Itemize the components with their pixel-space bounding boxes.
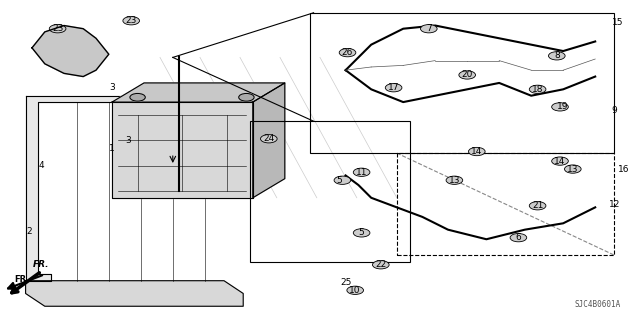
- Circle shape: [130, 93, 145, 101]
- Polygon shape: [32, 26, 109, 77]
- Text: 8: 8: [554, 51, 559, 60]
- Circle shape: [529, 85, 546, 93]
- Circle shape: [260, 135, 277, 143]
- Text: 17: 17: [388, 83, 399, 92]
- Circle shape: [446, 176, 463, 184]
- Circle shape: [353, 168, 370, 176]
- Text: 24: 24: [263, 134, 275, 143]
- Text: 11: 11: [356, 168, 367, 177]
- Circle shape: [468, 147, 485, 156]
- Circle shape: [510, 234, 527, 242]
- Text: 19: 19: [557, 102, 569, 111]
- Bar: [397, 153, 614, 255]
- Text: 1: 1: [109, 144, 115, 153]
- Circle shape: [564, 165, 581, 173]
- Text: 5: 5: [359, 228, 364, 237]
- Text: 16: 16: [618, 165, 630, 174]
- Text: FR.: FR.: [33, 260, 50, 269]
- Text: SJC4B0601A: SJC4B0601A: [575, 300, 621, 309]
- Polygon shape: [253, 83, 285, 198]
- Text: FR.: FR.: [15, 275, 30, 284]
- Circle shape: [459, 71, 476, 79]
- Polygon shape: [112, 102, 253, 198]
- Circle shape: [339, 48, 356, 57]
- Text: 10: 10: [349, 286, 361, 295]
- Text: 9: 9: [612, 106, 617, 115]
- Circle shape: [347, 286, 364, 294]
- Text: 23: 23: [125, 16, 137, 25]
- Text: 3: 3: [125, 136, 131, 145]
- Text: 5: 5: [337, 176, 342, 185]
- Text: 15: 15: [612, 18, 623, 27]
- Circle shape: [420, 25, 437, 33]
- Polygon shape: [26, 281, 243, 306]
- Text: 13: 13: [567, 165, 579, 174]
- Polygon shape: [112, 83, 285, 102]
- Polygon shape: [26, 96, 224, 281]
- Text: 14: 14: [554, 157, 566, 166]
- Text: 20: 20: [461, 70, 473, 79]
- Text: 12: 12: [609, 200, 620, 209]
- Circle shape: [334, 176, 351, 184]
- Bar: [250, 121, 410, 262]
- Text: 26: 26: [342, 48, 353, 57]
- Text: 6: 6: [516, 233, 521, 242]
- Circle shape: [552, 157, 568, 165]
- Circle shape: [353, 229, 370, 237]
- Text: 13: 13: [449, 176, 460, 185]
- Text: 2: 2: [26, 227, 31, 236]
- Circle shape: [385, 84, 402, 92]
- Text: 21: 21: [532, 201, 543, 210]
- Text: 7: 7: [426, 24, 431, 33]
- Text: 22: 22: [375, 260, 387, 269]
- Circle shape: [239, 93, 254, 101]
- Circle shape: [123, 17, 140, 25]
- Circle shape: [372, 261, 389, 269]
- Text: 14: 14: [471, 147, 483, 156]
- Circle shape: [529, 202, 546, 210]
- Text: 23: 23: [52, 24, 63, 33]
- Circle shape: [49, 25, 66, 33]
- Text: 3: 3: [109, 83, 115, 92]
- Circle shape: [548, 52, 565, 60]
- Circle shape: [552, 103, 568, 111]
- Text: 4: 4: [39, 161, 44, 170]
- Text: 25: 25: [340, 278, 351, 287]
- Text: 18: 18: [532, 85, 543, 94]
- Bar: [310, 13, 614, 153]
